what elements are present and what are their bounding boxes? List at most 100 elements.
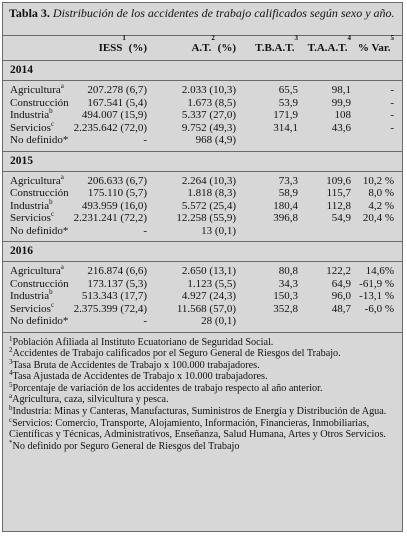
table-cell: 80,8 [278, 265, 298, 277]
year-group: Agriculturaa 216.874 (6,6) 2.650 (13,1) 80,… [3, 262, 402, 332]
table-cell: 4,2 % [368, 199, 394, 212]
table-cell: 352,8 [273, 302, 298, 315]
table-cell: 216.874 (6,6) [87, 265, 147, 277]
table-cell: 171,9 [273, 109, 298, 121]
sector-name: No definido* [10, 315, 69, 327]
table-cell: 122,2 [326, 265, 351, 277]
sector-name: Serviciosc [10, 119, 55, 134]
column-header-iess: IESS1 (%) [98, 34, 147, 55]
table-row: Construcción 173.137 (5,3) 1.123 (5,5) 34,3… [3, 278, 402, 291]
column-header-row: IESS1 (%) A.T.2 (%) T.B.A.T.3 T.A.A.T.4 … [3, 34, 402, 61]
table-cell: - [390, 96, 394, 109]
table-cell: 314,1 [273, 121, 298, 134]
table-label: Tabla 3. [9, 6, 50, 20]
sector-name: Serviciosc [10, 300, 55, 315]
table-cell: 180,4 [273, 199, 298, 212]
table-cell: 206.633 (6,7) [87, 174, 147, 187]
footnote: aAgricultura, caza, silvicultura y pesca… [9, 392, 169, 406]
table-cell: 1.818 (8,3) [187, 187, 236, 199]
table-cell: - [143, 315, 147, 327]
table-cell: 108 [334, 109, 352, 121]
year-group: Agriculturaa 207.278 (6,7) 2.033 (10,3) 65,… [3, 81, 402, 151]
sector-name: Serviciosc [10, 210, 55, 225]
table-row: No definido* - 28 (0,1) [3, 315, 402, 328]
sector-name: No definido* [10, 134, 69, 146]
table-cell: 493.959 (16,0) [81, 199, 147, 212]
sector-name: Construcción [10, 277, 69, 290]
table-row: Serviciosc 2.231.241 (72,2) 12.258 (55,9) 3… [3, 210, 402, 225]
table-cell: 396,8 [273, 212, 298, 224]
table-row: Agriculturaa 207.278 (6,7) 2.033 (10,3) 65,… [3, 82, 402, 97]
table-cell: 43,6 [331, 121, 351, 134]
table-cell: 58,9 [278, 187, 298, 199]
footnote: cServicios: Comercio, Transporte, Alojam… [9, 415, 386, 441]
table-cell: 28 (0,1) [201, 315, 236, 327]
year-heading: 2014 [3, 61, 402, 81]
table-row: Industriab 493.959 (16,0) 5.572 (25,4) 180,… [3, 197, 402, 213]
footnote: 4Tasa Ajustada de Accidentes de Trabajo … [9, 369, 268, 383]
year-heading: 2016 [3, 241, 402, 262]
table-cell: 4.927 (24,3) [181, 290, 236, 302]
sector-name: Industriab [10, 197, 53, 212]
table-cell: 513.343 (17,7) [81, 290, 147, 302]
table-cell: 2.264 (10,3) [181, 174, 236, 187]
table-row: Serviciosc 2.375.399 (72,4) 11.568 (57,0) 3… [3, 300, 402, 316]
table-row: Industriab 513.343 (17,7) 4.927 (24,3) 150,… [3, 288, 402, 303]
table-row: Construcción 167.541 (5,4) 1.673 (8,5) 53,9… [3, 97, 402, 110]
column-header-taat: T.A.A.T.4 [307, 34, 351, 55]
table-frame: Tabla 3. Distribución de los accidentes … [2, 2, 403, 532]
table-cell: 5.337 (27,0) [181, 109, 236, 121]
table-cell: 2.375.399 (72,4) [73, 302, 147, 315]
year-heading: 2015 [3, 150, 402, 172]
sector-name: Construcción [10, 96, 69, 109]
sector-name: Agriculturaa [10, 263, 64, 278]
table-cell: 1.673 (8,5) [187, 96, 236, 109]
column-header-var: % Var.5 [357, 34, 394, 55]
table-cell: 150,3 [273, 290, 298, 302]
table-row: Agriculturaa 206.633 (6,7) 2.264 (10,3) 73,… [3, 173, 402, 188]
table-row: No definido* - 968 (4,9) [3, 134, 402, 147]
footnote: 3Tasa Bruta de Accidentes de Trabajo x 1… [9, 357, 260, 371]
table-cell: 73,3 [278, 174, 298, 187]
table-cell: 115,7 [326, 187, 351, 199]
table-cell: 2.650 (13,1) [181, 265, 236, 277]
table-title: Tabla 3. Distribución de los accidentes … [3, 3, 402, 36]
table-cell: 64,9 [331, 277, 351, 290]
footnotes: 1Población Afiliada al Instituto Ecuator… [3, 331, 402, 455]
table-cell: 20,4 % [362, 212, 394, 224]
table-cell: 968 (4,9) [195, 134, 236, 146]
sector-name: Industriab [10, 288, 53, 303]
table-cell: 12.258 (55,9) [176, 212, 236, 224]
sector-name: Construcción [10, 187, 69, 199]
year-group: Agriculturaa 206.633 (6,7) 2.264 (10,3) 73,… [3, 172, 402, 242]
table-cell: 34,3 [278, 277, 298, 290]
footnote: bIndustria: Minas y Canteras, Manufactur… [9, 404, 387, 418]
table-cell: - [390, 109, 394, 121]
sector-name: No definido* [10, 224, 69, 237]
table-caption: Distribución de los accidentes de trabaj… [52, 6, 395, 20]
table-row: No definido* - 13 (0,1) [3, 225, 402, 238]
table-cell: - [143, 134, 147, 146]
footnote: 5Porcentaje de variación de los accident… [9, 380, 323, 394]
column-header-at: A.T.2 (%) [191, 34, 236, 55]
sector-name: Agriculturaa [10, 82, 64, 97]
table-row: Industriab 494.007 (15,9) 5.337 (27,0) 171,… [3, 108, 402, 122]
table-row: Agriculturaa 216.874 (6,6) 2.650 (13,1) 80,… [3, 263, 402, 278]
table-cell: 10,2 % [362, 174, 394, 187]
table-cell: 53,9 [278, 96, 298, 109]
footnote: *No definido por Seguro General de Riesg… [9, 438, 240, 452]
footnote: 2Accidentes de Trabajo calificados por e… [9, 346, 341, 360]
column-header-tbat: T.B.A.T.3 [255, 34, 298, 55]
table-cell: 65,5 [278, 84, 298, 96]
table-cell: 48,7 [331, 302, 351, 315]
table-cell: 1.123 (5,5) [187, 277, 236, 290]
table-cell: 11.568 (57,0) [176, 302, 236, 315]
table-cell: 14,6% [365, 265, 394, 277]
table-cell: 2.231.241 (72,2) [73, 212, 147, 224]
table-cell: 2.235.642 (72,0) [73, 121, 147, 134]
table-cell: 173.137 (5,3) [87, 277, 147, 290]
table-cell: - [390, 84, 394, 96]
table-cell: 13 (0,1) [201, 224, 236, 237]
table-cell: -6,0 % [364, 302, 394, 315]
table-cell: 109,6 [326, 174, 351, 187]
